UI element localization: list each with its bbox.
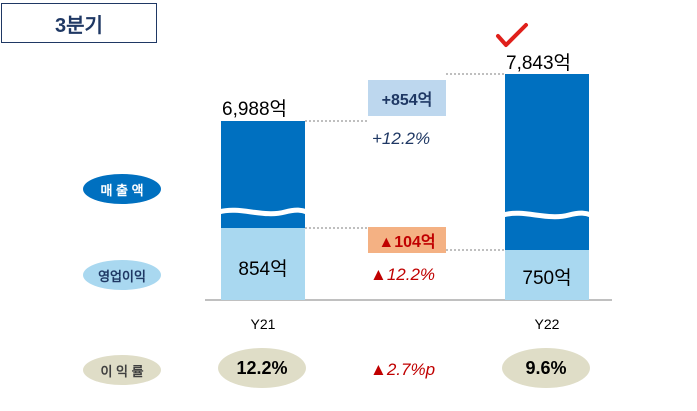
x-tick-y22: Y22	[534, 316, 560, 332]
profit-label-y22: 750억	[522, 268, 572, 289]
bar-revenue-y22	[505, 74, 589, 250]
revenue-label-y21: 6,988억	[222, 99, 288, 120]
page-title: 3분기	[1, 3, 157, 43]
revenue-change-rate: +12.2%	[372, 129, 431, 148]
revenue-row-label: 매 출 액	[83, 174, 161, 204]
revenue-change-amount: +854억	[368, 80, 446, 116]
profit-change-amount: ▲104억	[368, 227, 446, 253]
profit-label-y21: 854억	[238, 259, 288, 280]
operating-profit-row-label: 영업이익	[83, 260, 161, 290]
axis-break-y22	[502, 210, 592, 220]
bar-operating-profit-y22	[505, 250, 589, 300]
margin-row-label: 이 익 률	[83, 355, 161, 385]
axis-break-y21	[218, 207, 308, 217]
checkmark-icon	[496, 23, 528, 47]
margin-y21: 12.2%	[218, 348, 306, 388]
margin-change: ▲2.7%p	[370, 360, 436, 379]
x-tick-y21: Y21	[250, 316, 276, 332]
bar-operating-profit-y21	[221, 228, 305, 300]
revenue-label-y22: 7,843억	[506, 53, 572, 74]
profit-change-rate: ▲12.2%	[370, 265, 436, 284]
margin-y22: 9.6%	[502, 348, 590, 388]
